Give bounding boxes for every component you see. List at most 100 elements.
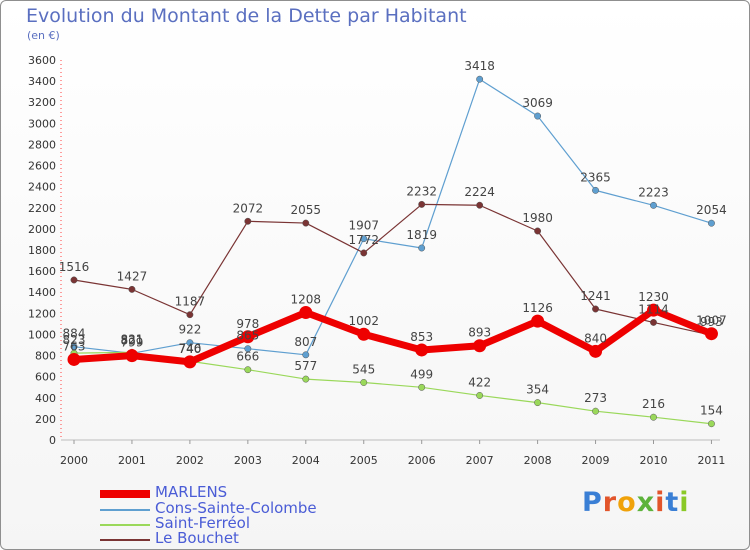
data-point xyxy=(473,339,487,353)
data-label: 740 xyxy=(178,342,201,356)
y-tick-label: 1200 xyxy=(28,307,56,320)
data-point xyxy=(244,217,252,225)
data-label: 1516 xyxy=(59,260,90,274)
data-label: 3418 xyxy=(464,59,495,73)
data-point xyxy=(476,201,484,209)
data-label: 1230 xyxy=(638,290,669,304)
series-layer xyxy=(67,75,718,428)
y-tick-label: 1400 xyxy=(28,286,56,299)
legend-label: MARLENS xyxy=(155,483,228,501)
data-point xyxy=(418,244,426,252)
x-tick-label: 2007 xyxy=(466,454,494,467)
data-point xyxy=(534,399,542,407)
data-label: 831 xyxy=(120,332,143,346)
y-tick-label: 2600 xyxy=(28,160,56,173)
data-point xyxy=(360,235,368,243)
x-tick-label: 2006 xyxy=(408,454,436,467)
data-label: 1114 xyxy=(638,302,669,316)
data-point xyxy=(589,344,603,358)
data-point xyxy=(592,407,599,415)
x-tick-label: 2003 xyxy=(234,454,262,467)
y-tick-label: 3000 xyxy=(28,117,56,130)
series-le-bouchet xyxy=(70,200,715,339)
data-point xyxy=(708,420,715,428)
data-point xyxy=(186,339,194,347)
y-tick-label: 0 xyxy=(49,434,56,447)
axes: 0 200 400 600 800 1000 1200 1400 1600 1800 2000 220… xyxy=(28,54,725,467)
y-tick-label: 1800 xyxy=(28,244,56,257)
y-tick-label: 200 xyxy=(35,413,56,426)
x-tick-label: 2011 xyxy=(697,454,725,467)
y-tick-label: 800 xyxy=(35,350,56,363)
data-point xyxy=(360,249,368,257)
data-point xyxy=(647,303,660,317)
y-tick-label: 2200 xyxy=(28,202,56,215)
data-point xyxy=(418,383,426,391)
x-tick-label: 2009 xyxy=(582,454,610,467)
data-point xyxy=(592,186,599,194)
x-tick-label: 2010 xyxy=(640,454,668,467)
data-point xyxy=(299,305,313,319)
data-label: 823 xyxy=(63,333,86,347)
y-tick-label: 1600 xyxy=(28,265,56,278)
data-point xyxy=(302,351,310,359)
data-label: 763 xyxy=(63,339,86,353)
data-point xyxy=(708,219,715,227)
data-label: 2232 xyxy=(406,184,437,198)
data-point xyxy=(244,345,252,353)
chart-title: Evolution du Montant de la Dette par Hab… xyxy=(26,5,467,27)
x-tick-label: 2008 xyxy=(524,454,552,467)
data-label: 1002 xyxy=(348,314,379,328)
data-point xyxy=(531,314,545,328)
data-point xyxy=(418,200,426,208)
legend-label: Le Bouchet xyxy=(155,529,239,547)
data-label: 2054 xyxy=(696,203,727,217)
data-point xyxy=(704,327,718,341)
series-line xyxy=(73,203,713,336)
data-label: 154 xyxy=(700,404,723,418)
data-point xyxy=(592,305,599,313)
y-tick-label: 2000 xyxy=(28,223,56,236)
data-point xyxy=(125,349,139,363)
data-point xyxy=(650,318,657,326)
data-point xyxy=(476,392,484,399)
data-label-layer: 884 821 922 865 807 1907 1819 3418 3069 2365 2223 2… xyxy=(59,59,727,418)
data-label: 978 xyxy=(236,317,259,331)
data-label: 545 xyxy=(352,362,375,376)
data-label: 216 xyxy=(642,397,665,411)
data-label: 666 xyxy=(236,350,259,364)
data-label: 577 xyxy=(294,359,317,373)
data-label: 1007 xyxy=(696,314,727,328)
data-label: 2223 xyxy=(638,185,669,199)
legend-swatch xyxy=(100,524,150,526)
data-label: 2224 xyxy=(464,185,495,199)
data-label: 807 xyxy=(294,335,317,349)
data-label: 2365 xyxy=(580,170,611,184)
data-label: 1819 xyxy=(406,228,437,242)
data-point xyxy=(186,311,194,319)
data-label: 1187 xyxy=(175,295,206,309)
series-line xyxy=(73,78,713,356)
x-tick-label: 2004 xyxy=(292,454,320,467)
proxiti-logo: Proxiti xyxy=(582,487,690,518)
series-marlens xyxy=(67,303,718,369)
series-cons-sainte-colombe xyxy=(70,75,715,359)
data-label: 865 xyxy=(236,329,259,343)
data-point xyxy=(650,201,657,209)
legend-label: Saint-Ferréol xyxy=(155,514,251,532)
y-tick-label: 3400 xyxy=(28,75,56,88)
data-label: 1980 xyxy=(522,211,553,225)
data-point xyxy=(534,227,542,235)
y-tick-label: 600 xyxy=(35,371,56,384)
y-tick-label: 2800 xyxy=(28,138,56,151)
data-label: 1126 xyxy=(522,301,553,315)
data-point xyxy=(241,330,255,344)
data-point xyxy=(476,75,484,83)
data-label: 922 xyxy=(178,323,201,337)
data-point xyxy=(360,379,368,386)
unit-label: (en €) xyxy=(27,29,60,42)
data-label: 1208 xyxy=(291,292,322,306)
legend-swatch xyxy=(100,490,150,498)
y-tick-label: 1000 xyxy=(28,328,56,341)
